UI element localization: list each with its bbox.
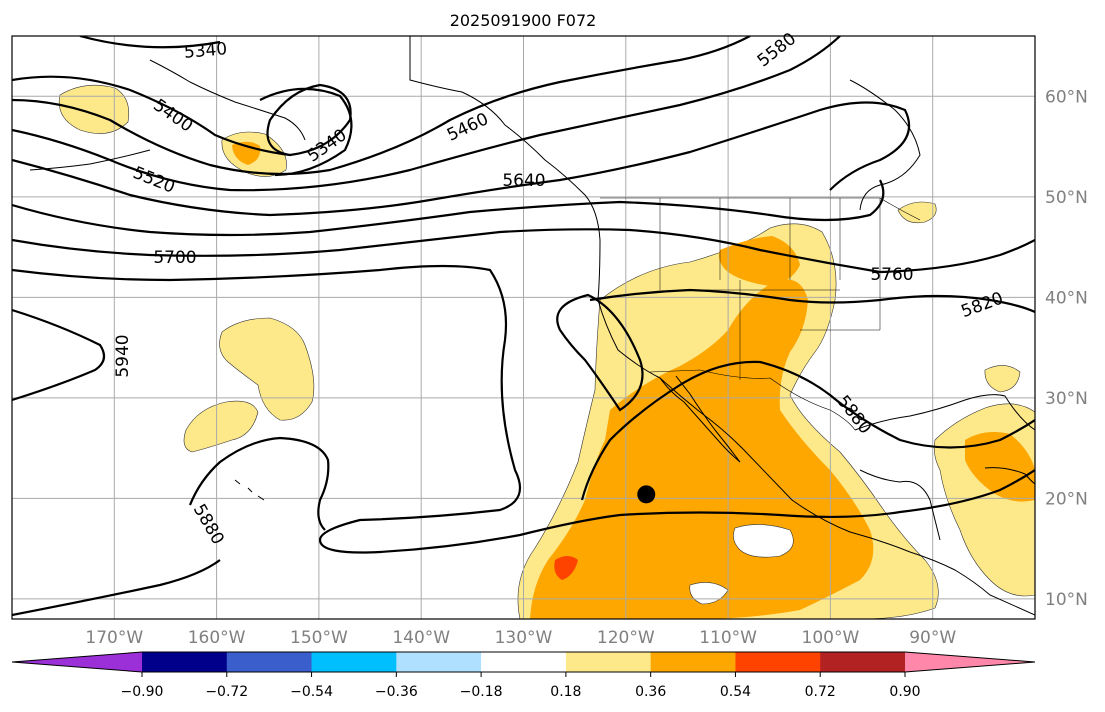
gulf-coast — [854, 394, 1035, 431]
latitude-label: 20°N — [1045, 489, 1088, 509]
contour-line — [12, 179, 885, 237]
alaska-coastline — [149, 59, 306, 141]
colorbar: −0.90 −0.72 −0.54 −0.36 −0.18 0.18 0.36 0.54 0.7… — [11, 651, 1036, 700]
latitude-label: 10°N — [1045, 590, 1088, 610]
colorbar-tick-label: −0.72 — [205, 684, 248, 700]
colorbar-segment — [481, 652, 567, 672]
contour-line — [12, 101, 911, 217]
cuba — [984, 467, 1035, 485]
graticule — [12, 36, 1035, 619]
colorbar-tick-label: 0.36 — [635, 684, 666, 700]
shading-region-high — [554, 556, 578, 580]
state-borders — [659, 198, 881, 380]
latitude-label: 30°N — [1045, 389, 1088, 409]
longitude-label: 90°W — [909, 628, 956, 648]
latitude-label: 40°N — [1045, 288, 1088, 308]
colorbar-tick-label: 0.18 — [550, 684, 581, 700]
contour-line — [12, 559, 221, 617]
longitude-label: 130°W — [495, 628, 553, 648]
yucatan-coast — [859, 469, 941, 541]
colorbar-segment — [396, 652, 482, 672]
contour-line — [79, 36, 221, 49]
latitude-labels: 10°N 20°N 30°N 40°N 50°N 60°N — [1045, 87, 1088, 610]
contour-label: 5760 — [870, 265, 913, 285]
contour-line — [589, 288, 1035, 313]
colorbar-tick-label: −0.90 — [121, 684, 164, 700]
latitude-label: 50°N — [1045, 188, 1088, 208]
contour-line — [556, 293, 644, 412]
colorbar-tick-label: −0.54 — [290, 684, 333, 700]
longitude-label: 150°W — [290, 628, 348, 648]
contour-label: 5340 — [183, 39, 228, 63]
colorbar-tick-label: 0.54 — [720, 684, 751, 700]
contour-line — [12, 228, 1035, 274]
shading-region-light — [984, 365, 1021, 393]
colorbar-segment — [311, 652, 397, 672]
contour-label: 5700 — [153, 248, 196, 268]
contour-label: 5940 — [113, 334, 133, 377]
colorbar-tick-label: −0.18 — [460, 684, 503, 700]
colorbar-max-extend — [905, 652, 1035, 672]
shading-region-mid — [965, 432, 1035, 502]
contour-label: 5640 — [502, 171, 545, 191]
hawaii-islands — [234, 479, 265, 501]
colorbar-tick-label: 0.72 — [805, 684, 836, 700]
colorbar-segment — [820, 652, 906, 672]
contour-line — [259, 87, 353, 177]
colorbar-segment — [565, 652, 652, 672]
contour-line — [12, 75, 352, 157]
colorbar-segment — [650, 652, 736, 672]
contour-line — [12, 308, 106, 402]
colorbar-tick-label: 0.90 — [889, 684, 920, 700]
longitude-label: 140°W — [392, 628, 450, 648]
shading-region-white-hole — [733, 524, 794, 558]
us-mexico-border — [649, 369, 856, 431]
colorbar-min-extend — [12, 652, 142, 672]
latitude-label: 60°N — [1045, 87, 1088, 107]
contour-line — [580, 360, 1035, 501]
hudson-bay-coast — [849, 79, 921, 211]
longitude-labels: 170°W 160°W 150°W 140°W 130°W 120°W 110°W 100°W… — [85, 628, 956, 648]
contour-line — [12, 264, 1035, 554]
colorbar-segment — [142, 652, 228, 672]
longitude-label: 170°W — [85, 628, 143, 648]
shading-region-light — [897, 201, 937, 224]
longitude-label: 160°W — [188, 628, 246, 648]
figure-title: 2025091900 F072 — [450, 11, 597, 30]
map-frame — [11, 35, 1036, 620]
shading-region-light — [183, 400, 259, 453]
longitude-label: 100°W — [802, 628, 860, 648]
baja-coastline — [659, 375, 741, 463]
contour-line — [12, 36, 751, 176]
shading-region-light — [219, 317, 315, 421]
longitude-label: 110°W — [699, 628, 757, 648]
colorbar-segment — [735, 652, 821, 672]
height-contours — [12, 36, 1035, 617]
colorbar-tick-label: −0.36 — [375, 684, 418, 700]
longitude-label: 120°W — [597, 628, 655, 648]
shading-region-mid — [719, 236, 800, 286]
contour-line — [188, 436, 330, 531]
contour-line — [12, 36, 841, 192]
colorbar-segment — [226, 652, 313, 672]
map-panel: 5340 5340 5400 5460 5520 5580 5640 5700 … — [11, 29, 1036, 620]
storm-center-marker — [637, 485, 656, 504]
